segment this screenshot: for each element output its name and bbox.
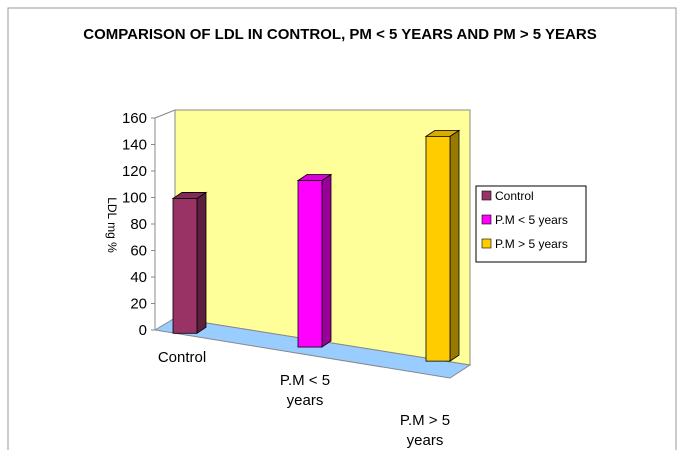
y-tick-label: 160 bbox=[122, 110, 147, 127]
frame bbox=[7, 7, 677, 450]
x-tick-label: P.M < 5 years bbox=[279, 372, 331, 409]
y-axis-label: LDL mg % bbox=[105, 197, 119, 253]
y-tick-label: 60 bbox=[130, 243, 147, 260]
y-tick-label: 100 bbox=[122, 190, 147, 207]
floor bbox=[153, 317, 472, 379]
y-tick-label: 120 bbox=[122, 163, 147, 180]
legend bbox=[475, 185, 587, 263]
title-box: COMPARISON OF LDL IN CONTROL, PM < 5 YEA… bbox=[83, 26, 597, 43]
legend-swatch bbox=[481, 190, 492, 201]
legend-swatch bbox=[481, 214, 492, 225]
y-tick-label: 80 bbox=[130, 216, 147, 233]
bar bbox=[425, 135, 451, 362]
bar bbox=[297, 180, 323, 348]
bar-side bbox=[196, 191, 207, 335]
y-tick-label: 140 bbox=[122, 137, 147, 154]
x-label-box: P.M < 5 years bbox=[279, 372, 331, 409]
x-label-box: P.M > 5 years bbox=[399, 412, 451, 449]
bar-side bbox=[449, 129, 460, 362]
chart-title: COMPARISON OF LDL IN CONTROL, PM < 5 YEA… bbox=[83, 26, 597, 43]
bar-side bbox=[321, 173, 332, 348]
y-tick-label: 40 bbox=[130, 269, 147, 286]
wall-edge bbox=[154, 109, 176, 119]
bar bbox=[172, 198, 198, 334]
y-tick-label: 20 bbox=[130, 296, 147, 313]
legend-swatch bbox=[481, 238, 492, 249]
x-tick-label: Control bbox=[157, 349, 207, 366]
x-tick-label: P.M > 5 years bbox=[399, 412, 451, 449]
legend-label: P.M > 5 years bbox=[495, 237, 568, 251]
legend-label: P.M < 5 years bbox=[495, 213, 568, 227]
x-label-box: Control bbox=[157, 349, 207, 366]
legend-label: Control bbox=[495, 189, 534, 203]
y-tick-label: 0 bbox=[139, 322, 147, 339]
